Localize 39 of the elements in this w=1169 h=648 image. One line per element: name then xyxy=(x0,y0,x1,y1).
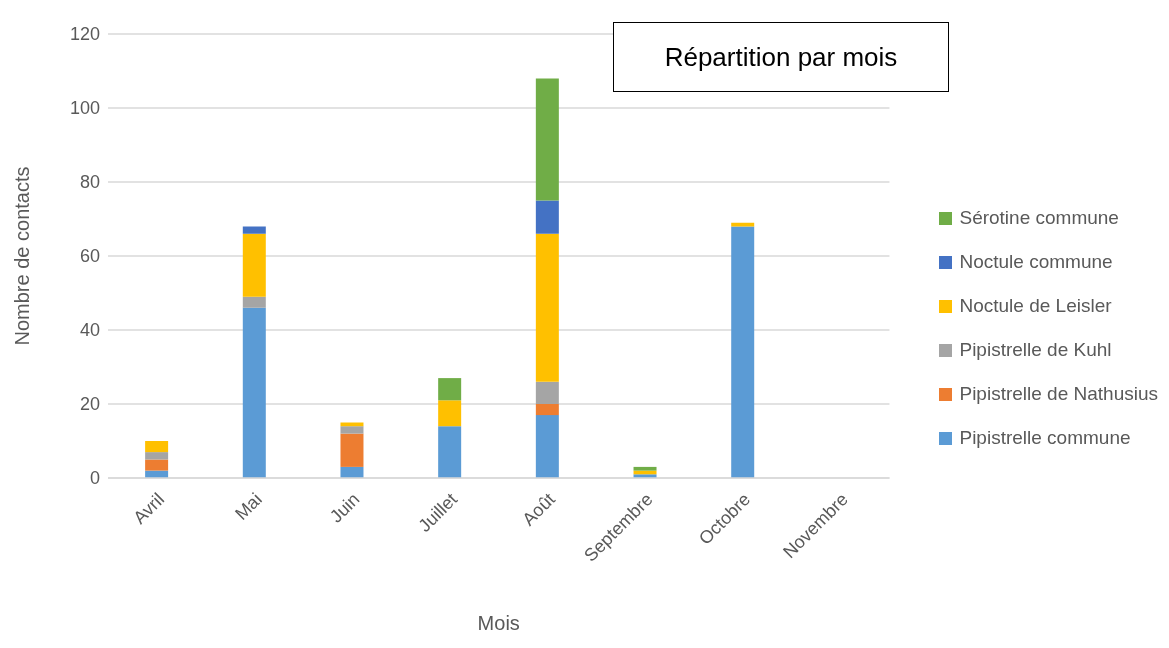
chart-title: Répartition par mois xyxy=(664,41,898,73)
bar xyxy=(145,441,169,453)
y-tick-label: 0 xyxy=(89,468,100,489)
bar xyxy=(145,459,169,471)
bar xyxy=(438,378,462,401)
legend-label: Pipistrelle de Kuhl xyxy=(959,339,1112,361)
bar xyxy=(731,226,755,478)
y-tick-label: 100 xyxy=(69,98,100,119)
x-axis-title: Mois xyxy=(477,612,520,634)
y-tick-label: 60 xyxy=(79,246,100,267)
bar xyxy=(633,466,657,471)
bar xyxy=(438,400,462,427)
y-tick-label: 120 xyxy=(69,24,100,45)
bar xyxy=(535,415,559,478)
y-tick-label: 80 xyxy=(79,172,100,193)
y-axis-title: Nombre de contacts xyxy=(11,166,34,346)
bar xyxy=(535,233,559,382)
bar xyxy=(340,426,364,434)
bar xyxy=(145,452,169,460)
legend-label: Sérotine commune xyxy=(959,207,1119,229)
legend-label: Noctule commune xyxy=(959,251,1113,273)
bar xyxy=(535,404,559,416)
bar xyxy=(242,296,266,308)
bar xyxy=(242,226,266,234)
legend-label: Noctule de Leisler xyxy=(959,295,1112,317)
x-tick-label: Mai xyxy=(231,489,266,524)
legend-label: Pipistrelle commune xyxy=(959,427,1131,449)
bar xyxy=(535,78,559,201)
x-tick-label: Juin xyxy=(326,489,364,527)
bar xyxy=(242,307,266,478)
bar xyxy=(242,233,266,297)
y-tick-label: 20 xyxy=(79,394,100,415)
bar xyxy=(535,200,559,234)
legend-label: Pipistrelle de Nathusius xyxy=(959,383,1158,405)
bar xyxy=(340,466,364,478)
y-tick-label: 40 xyxy=(79,320,100,341)
bar xyxy=(535,381,559,404)
bar xyxy=(438,426,462,478)
bar xyxy=(340,433,364,467)
